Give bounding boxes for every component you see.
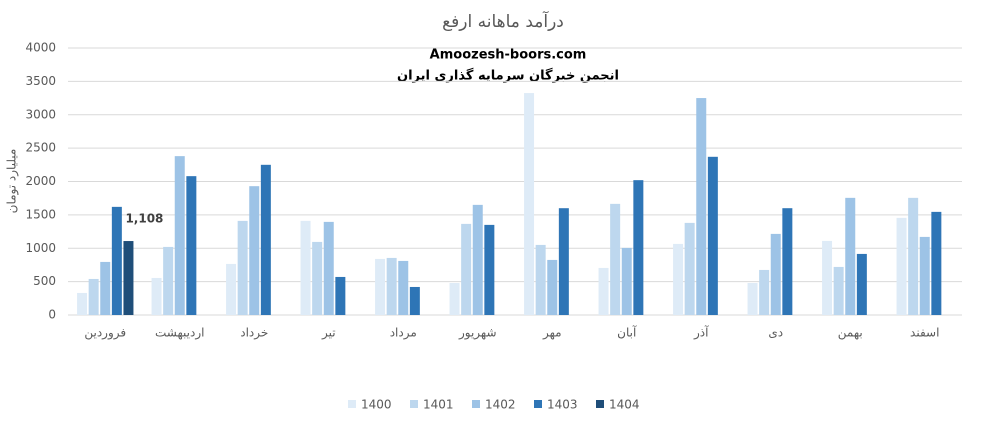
bar xyxy=(186,176,197,315)
legend-swatch xyxy=(596,400,604,408)
y-tick-label: 2000 xyxy=(25,174,56,188)
bar xyxy=(123,241,134,315)
x-tick-label: مرداد xyxy=(390,326,417,341)
value-label: 1,108 xyxy=(125,212,163,226)
bar xyxy=(449,282,460,315)
bar xyxy=(856,253,867,315)
bar xyxy=(386,257,397,315)
y-axis-label: میلیارد تومان xyxy=(5,149,20,214)
bar xyxy=(833,266,844,315)
bar xyxy=(151,277,162,315)
legend-swatch xyxy=(410,400,418,408)
bar xyxy=(759,269,770,315)
bar xyxy=(747,282,758,315)
bar xyxy=(696,98,707,315)
bar xyxy=(621,247,632,315)
y-tick-label: 3000 xyxy=(25,107,56,121)
bar xyxy=(300,220,311,315)
bar xyxy=(249,186,260,315)
x-tick-label: اردیبهشت xyxy=(155,326,204,341)
y-tick-label: 500 xyxy=(33,274,56,288)
x-tick-label: دی xyxy=(768,326,783,340)
legend-swatch xyxy=(472,400,480,408)
legend-swatch xyxy=(534,400,542,408)
x-tick-label: اسفند xyxy=(910,326,939,340)
bar xyxy=(845,197,856,315)
bar xyxy=(684,222,695,315)
legend-label: 1404 xyxy=(609,398,640,412)
bar xyxy=(111,206,122,315)
bar xyxy=(174,156,185,315)
y-tick-label: 3500 xyxy=(25,74,56,88)
bar xyxy=(375,258,386,315)
x-tick-label: آذر xyxy=(693,325,709,341)
bar xyxy=(896,217,907,315)
bar xyxy=(88,278,99,315)
bar xyxy=(323,221,334,315)
bar xyxy=(707,156,718,315)
bar xyxy=(335,276,346,315)
y-tick-label: 2500 xyxy=(25,141,56,155)
bar xyxy=(770,233,781,315)
bar xyxy=(163,246,174,315)
x-tick-label: خرداد xyxy=(240,326,268,341)
bar xyxy=(782,208,793,315)
legend-label: 1403 xyxy=(547,398,578,412)
bar xyxy=(472,204,483,315)
y-tick-label: 0 xyxy=(48,308,56,322)
annotation: انجمن خبرگان سرمایه گذاری ایران xyxy=(397,68,619,84)
y-tick-label: 1500 xyxy=(25,207,56,221)
bar xyxy=(100,261,111,315)
bar xyxy=(461,223,472,315)
bar xyxy=(931,211,942,315)
bar xyxy=(77,292,88,315)
bar xyxy=(598,267,609,315)
bar xyxy=(535,244,546,315)
bar xyxy=(673,243,684,315)
bar xyxy=(260,164,271,315)
bar xyxy=(226,263,237,315)
bar xyxy=(524,93,535,316)
x-tick-label: مهر xyxy=(542,326,562,341)
bar xyxy=(919,236,930,315)
bar xyxy=(610,203,621,315)
bar xyxy=(908,197,919,315)
bar xyxy=(558,208,569,315)
chart-title: درآمد ماهانه ارفع xyxy=(442,10,564,32)
bar xyxy=(237,220,248,315)
x-tick-label: شهریور xyxy=(458,326,497,341)
bar xyxy=(409,286,420,315)
bar xyxy=(547,259,558,315)
bar xyxy=(312,241,323,315)
legend-swatch xyxy=(348,400,356,408)
bar xyxy=(822,240,833,315)
x-tick-label: تیر xyxy=(321,326,336,341)
x-tick-label: بهمن xyxy=(838,326,863,341)
bar xyxy=(633,180,644,315)
y-tick-label: 1000 xyxy=(25,241,56,255)
bar xyxy=(398,260,409,315)
x-tick-label: فروردین xyxy=(84,326,126,341)
bar xyxy=(484,224,495,315)
x-tick-label: آبان xyxy=(617,325,637,340)
legend-label: 1402 xyxy=(485,398,516,412)
legend-label: 1400 xyxy=(361,398,392,412)
annotation: Amoozesh-boors.com xyxy=(430,48,587,63)
legend-label: 1401 xyxy=(423,398,454,412)
y-tick-label: 4000 xyxy=(25,41,56,55)
